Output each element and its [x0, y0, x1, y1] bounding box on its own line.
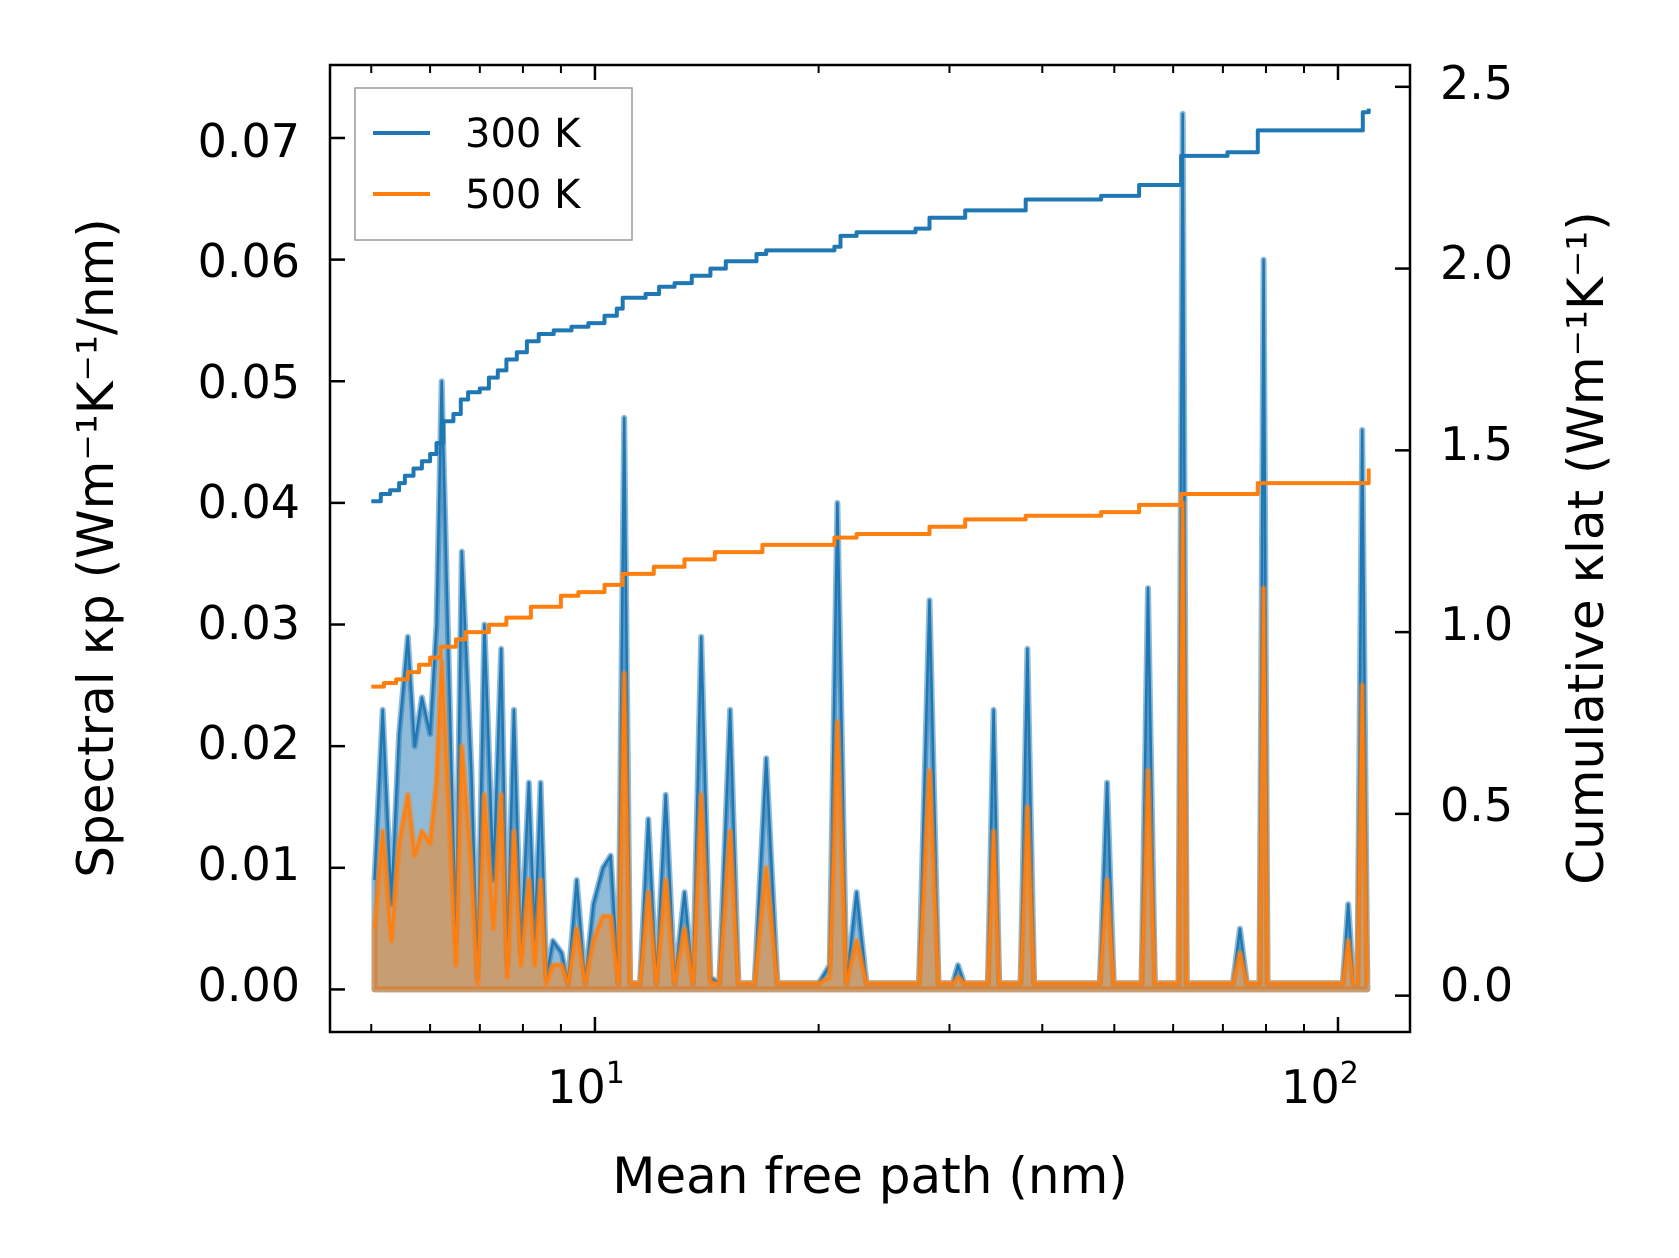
y-right-axis-title: Cumulative κlat (Wm⁻¹K⁻¹)	[1557, 211, 1615, 885]
y-left-tick-label: 0.02	[198, 716, 300, 770]
y-left-axis-title: Spectral κp (Wm⁻¹K⁻¹/nm)	[67, 218, 125, 877]
series-layer	[371, 108, 1371, 993]
spectral-line-500k	[373, 501, 1369, 985]
legend-label-500k: 500 K	[465, 172, 582, 218]
plot-frame	[328, 63, 1412, 1034]
y-left-tick-label: 0.05	[198, 355, 300, 409]
legend-label-300k: 300 K	[465, 111, 582, 157]
x-tick-label-100: 102	[1281, 1056, 1359, 1114]
x-axis-title: Mean free path (nm)	[612, 1147, 1128, 1205]
y-left-tick-label: 0.04	[198, 475, 300, 529]
y-right-tick-label: 1.5	[1440, 417, 1513, 471]
y-right-tick-label: 2.5	[1440, 56, 1513, 110]
y-left-tick-label: 0.00	[198, 958, 300, 1012]
legend: 300 K 500 K	[354, 87, 633, 241]
tick-layer	[330, 65, 1410, 1032]
cumulative-line-300k	[371, 108, 1371, 504]
y-right-tick-label: 1.0	[1440, 597, 1513, 651]
y-left-tick-label: 0.03	[198, 596, 300, 650]
y-right-tick-label: 0.0	[1440, 958, 1513, 1012]
y-left-tick-label: 0.07	[198, 114, 300, 168]
y-right-tick-label: 2.0	[1440, 236, 1513, 290]
x-tick-label-10: 101	[547, 1056, 625, 1114]
y-left-tick-label: 0.06	[198, 234, 300, 288]
cumulative-line-500k	[371, 468, 1371, 689]
y-right-tick-label: 0.5	[1440, 778, 1513, 832]
y-left-tick-label: 0.01	[198, 837, 300, 891]
legend-box	[354, 87, 633, 241]
